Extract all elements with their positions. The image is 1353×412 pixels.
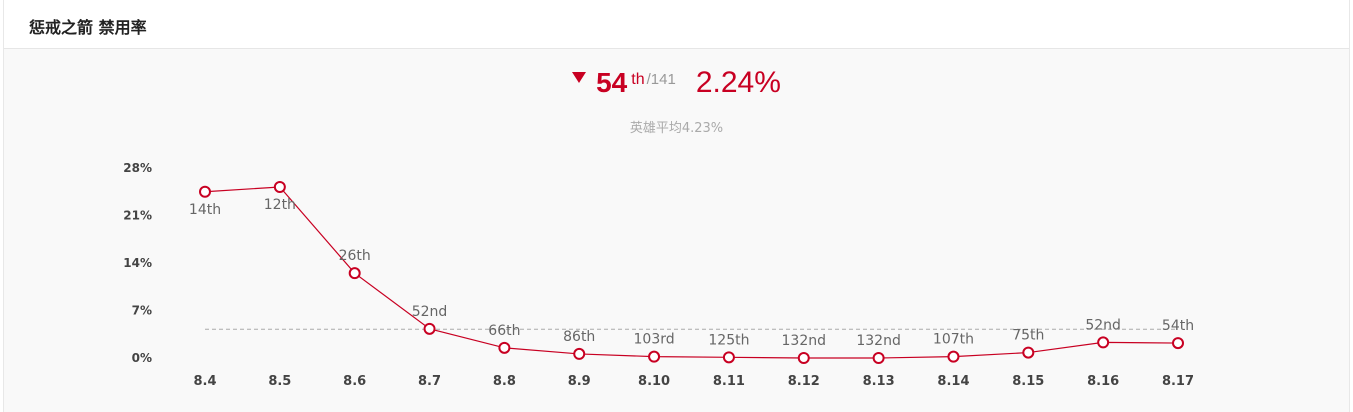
data-point [722, 351, 735, 364]
data-point [273, 181, 286, 193]
rank-labels: 14th 12th 26th 52nd 66th 86th 103rd 125th 132nd 1… [189, 197, 1194, 349]
panel-title: 惩戒之箭 禁用率 [29, 18, 147, 37]
rank-label: 75th [1012, 328, 1044, 344]
rank-label: 132nd [782, 333, 826, 349]
rank-label: 86th [563, 329, 595, 345]
rank-label: 125th [708, 332, 749, 348]
data-point [348, 267, 361, 280]
x-tick-label: 8.5 [268, 374, 291, 389]
data-point [648, 350, 661, 363]
rank-label: 107th [933, 332, 974, 348]
x-tick-label: 8.15 [1012, 374, 1044, 389]
x-tick-label: 8.7 [418, 374, 441, 389]
data-point [423, 322, 436, 335]
data-point [1097, 336, 1110, 349]
y-tick-label: 21% [123, 209, 152, 223]
rank-total: /141 [646, 71, 676, 88]
data-point [199, 185, 211, 198]
x-tick-label: 8.11 [713, 374, 745, 389]
rank-label: 26th [339, 248, 371, 264]
rank-label: 132nd [856, 333, 900, 349]
x-tick-label: 8.13 [863, 374, 895, 389]
data-point [573, 347, 586, 360]
y-tick-label: 28% [123, 161, 152, 175]
rank-label: 52nd [412, 304, 448, 320]
rank-label: 14th [189, 202, 221, 218]
x-tick-label: 8.16 [1087, 374, 1119, 389]
ban-rate-value: 2.24% [695, 66, 781, 99]
rank-suffix: th [631, 71, 645, 88]
y-tick-label: 0% [132, 351, 152, 365]
rank-label: 103rd [634, 332, 675, 348]
ban-rate-line [204, 186, 1179, 359]
y-tick-label: 14% [123, 256, 152, 270]
panel-header: 惩戒之箭 禁用率 [4, 0, 1349, 49]
x-tick-label: 8.4 [193, 374, 216, 389]
x-tick-label: 8.8 [493, 374, 516, 389]
x-tick-label: 8.9 [568, 374, 591, 389]
y-tick-label: 7% [132, 304, 152, 318]
x-axis: 8.4 8.5 8.6 8.7 8.8 8.9 8.10 8.11 8.12 8.13 8.14 8.… [193, 374, 1194, 389]
rank-label: 52nd [1085, 317, 1121, 333]
rank-value: 54 [596, 67, 628, 98]
rank-down-arrow-icon [572, 72, 587, 83]
y-axis: 0% 7% 14% 21% 28% [123, 161, 152, 365]
data-point [1172, 337, 1184, 350]
data-point [872, 352, 885, 364]
x-tick-label: 8.14 [937, 374, 969, 389]
data-points [199, 181, 1184, 364]
data-point [498, 341, 511, 354]
data-point [1022, 346, 1035, 359]
champion-average: 英雄平均4.23% [629, 121, 724, 136]
rank-label: 66th [488, 323, 520, 339]
rank-label: 12th [264, 197, 296, 213]
rank-label: 54th [1162, 318, 1194, 334]
data-point [797, 352, 810, 364]
x-tick-label: 8.6 [343, 374, 366, 389]
x-tick-label: 8.12 [788, 374, 820, 389]
x-tick-label: 8.17 [1162, 374, 1194, 389]
x-tick-label: 8.10 [638, 374, 670, 389]
data-point [947, 350, 960, 363]
